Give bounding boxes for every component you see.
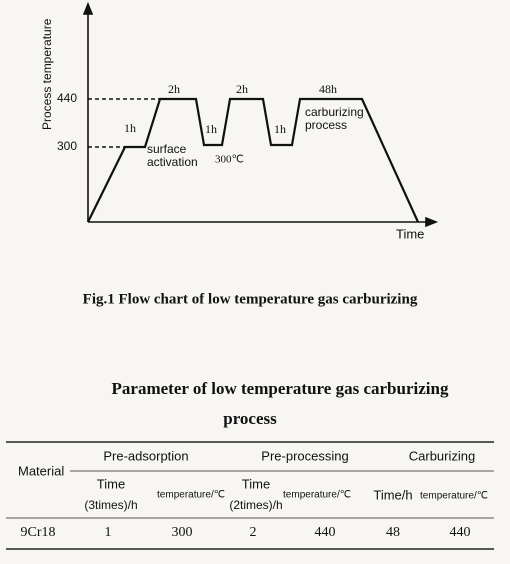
group-header: Pre-processing (261, 448, 348, 463)
segment-label: 1h (124, 121, 136, 135)
segment-label: 2h (168, 82, 180, 96)
table-rules (6, 441, 494, 550)
table-cell: 300 (172, 525, 193, 540)
table-cell: 2 (250, 525, 257, 540)
subheader: Time (242, 476, 270, 491)
annotation: 300℃ (215, 154, 244, 166)
y-label: 300 (57, 139, 77, 153)
figure-caption: Fig.1 Flow chart of low temperature gas … (83, 291, 418, 307)
x-arrow (425, 216, 439, 228)
row-header: Material (18, 463, 64, 478)
table-cell: 1 (105, 525, 112, 540)
table-cell: 440 (450, 525, 471, 540)
segment-label: 48h (319, 82, 337, 96)
subheader: Time/h (373, 487, 412, 502)
y-label: 440 (57, 91, 77, 105)
subheader: (2times)/h (229, 498, 282, 512)
subheader: (3times)/h (84, 498, 137, 512)
table-body: 9Cr18 1 300 2 440 48 440 (21, 525, 471, 540)
segment-label: 2h (236, 82, 248, 96)
annotation: carburizing (305, 105, 364, 119)
annotation: process (305, 118, 347, 132)
segment-label: 1h (274, 122, 286, 136)
x-axis-label: Time (396, 226, 424, 241)
y-arrow (82, 1, 94, 15)
subheader: temperature/℃ (157, 490, 225, 501)
segment-label: 1h (205, 122, 217, 136)
temperature-profile (87, 97, 420, 223)
annotation: surface (147, 142, 187, 156)
table-cell: 48 (386, 525, 400, 540)
table-cell: 9Cr18 (21, 525, 56, 540)
subheader: temperature/℃ (420, 491, 488, 502)
annotation: activation (147, 155, 198, 169)
group-header: Pre-adsorption (103, 448, 188, 463)
subheader: temperature/℃ (283, 490, 351, 501)
table-title: Parameter of low temperature gas carburi… (112, 379, 449, 398)
table-title: process (223, 409, 277, 428)
table-cell: 440 (315, 525, 336, 540)
group-header: Carburizing (409, 448, 475, 463)
subheader: Time (97, 476, 125, 491)
y-axis-label: Process temperature (40, 18, 54, 130)
figure (82, 1, 439, 228)
